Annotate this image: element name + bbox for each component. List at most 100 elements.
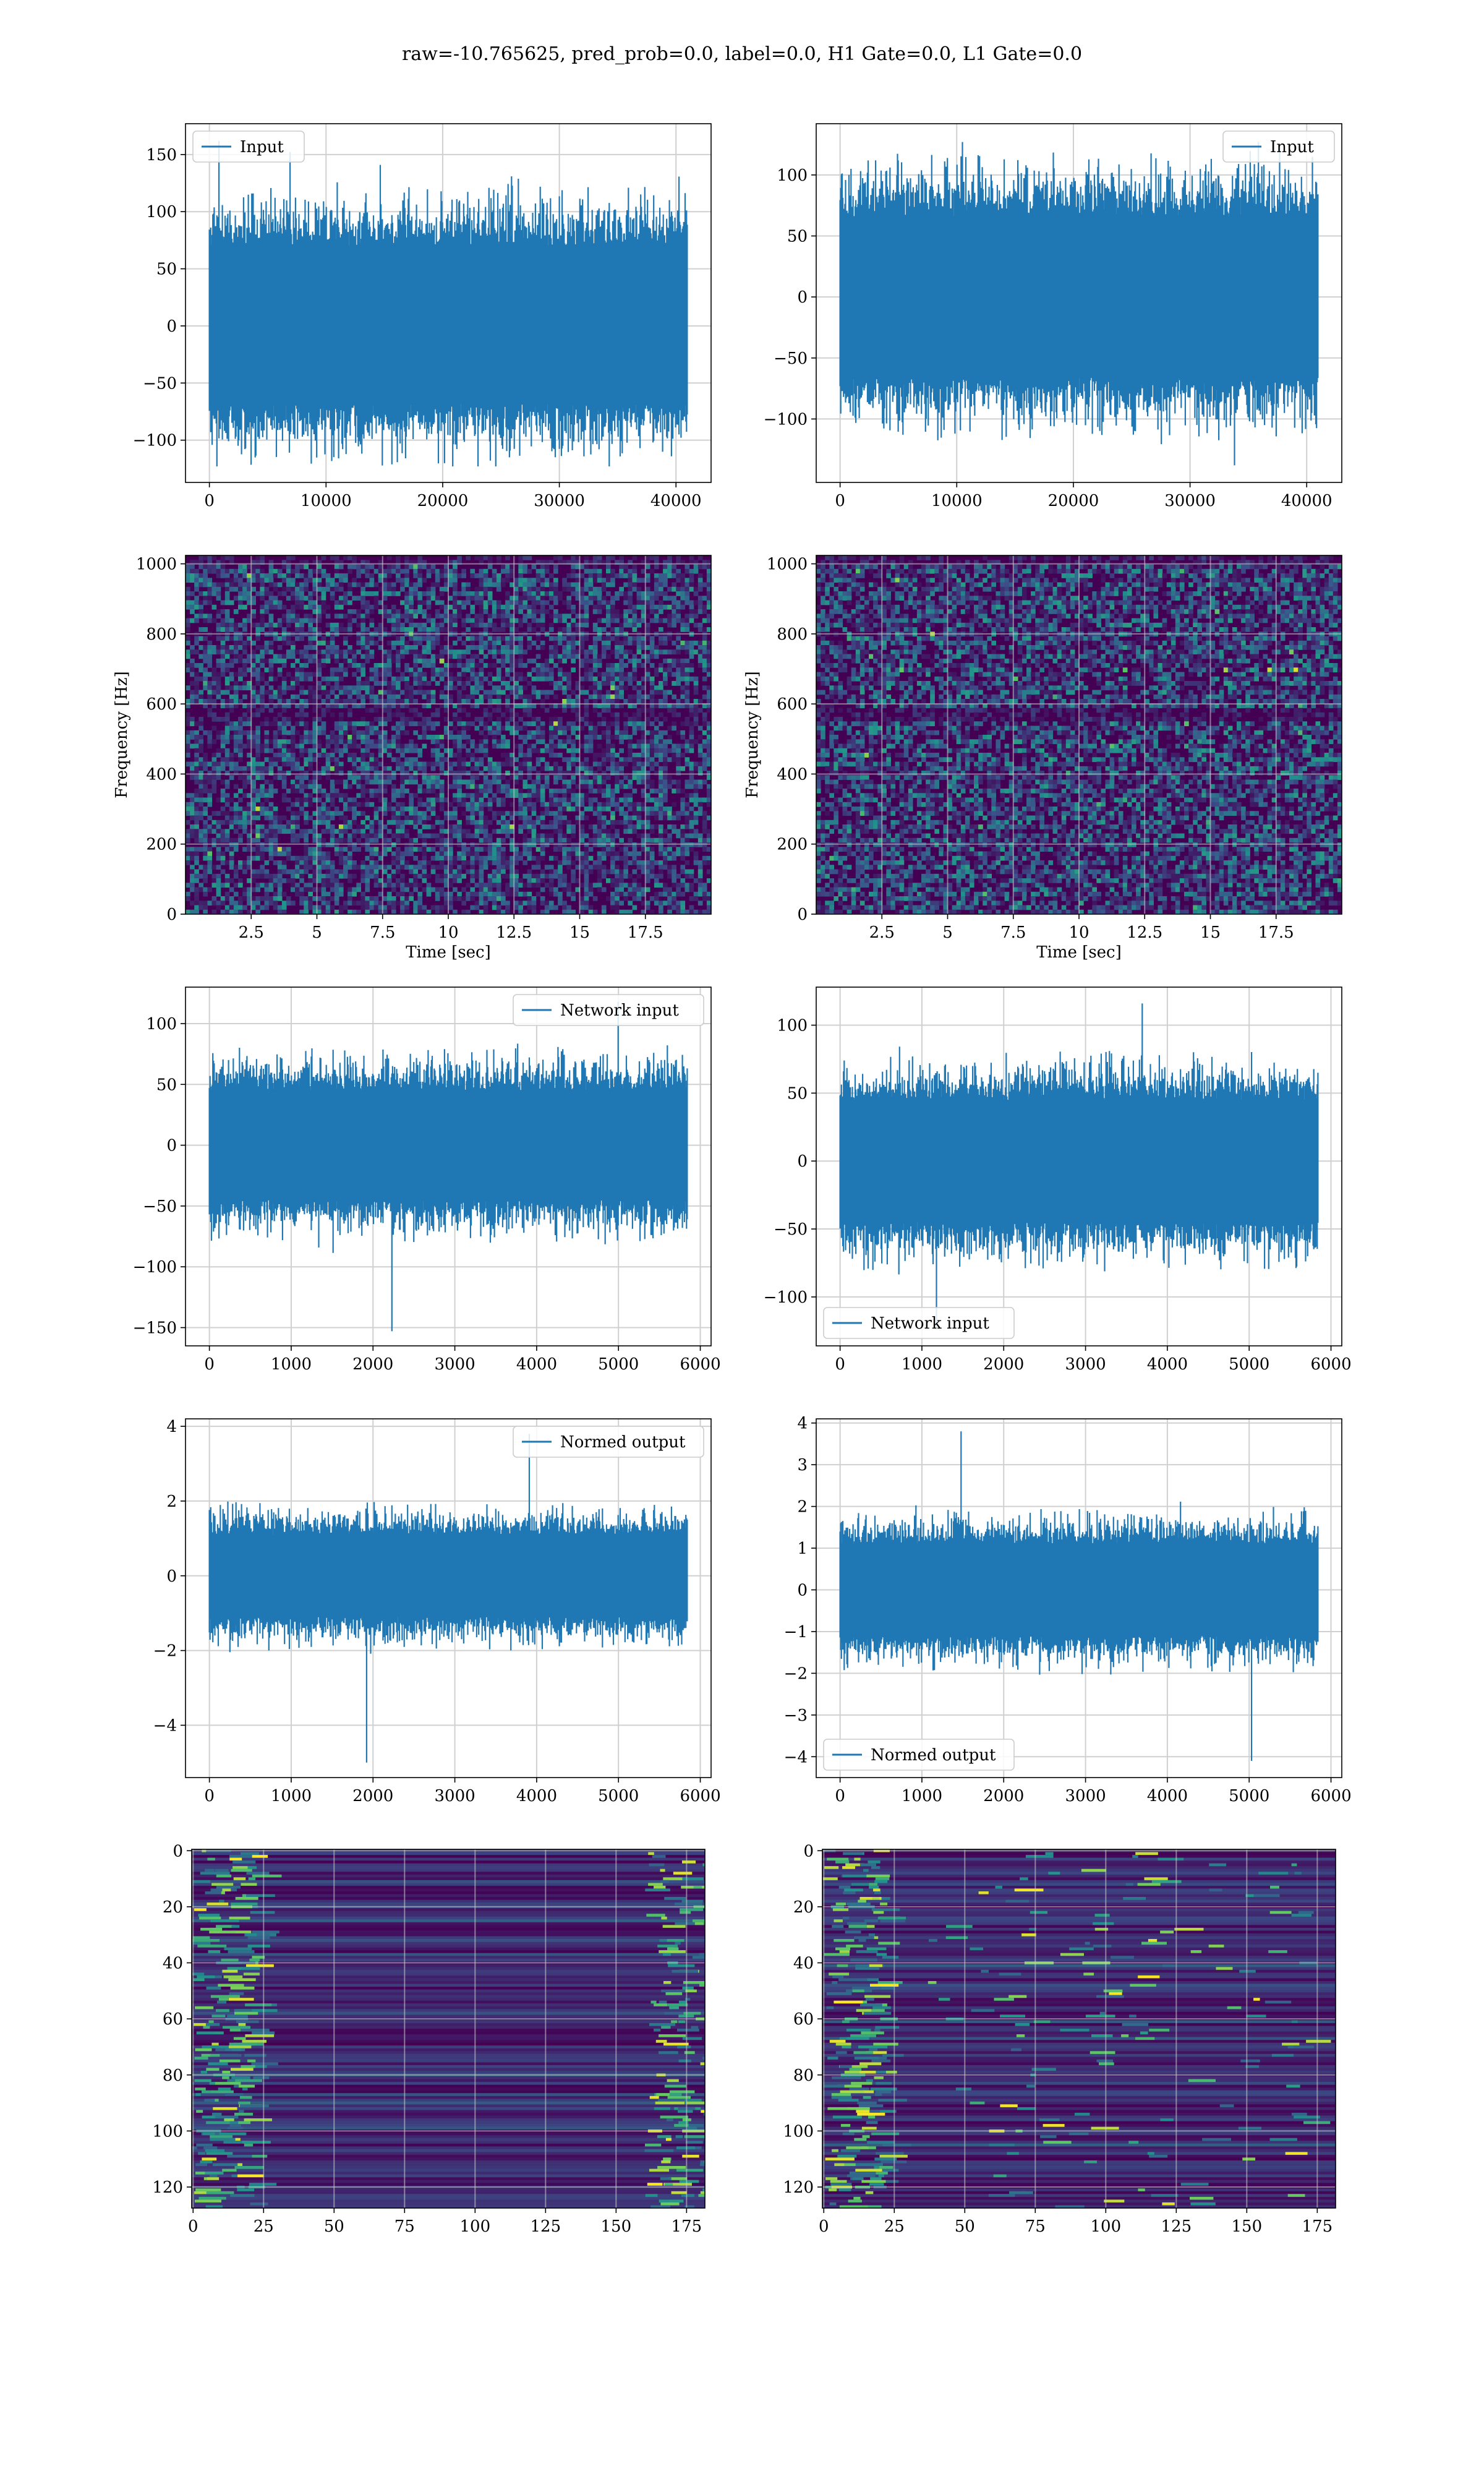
- axes-frame: [816, 123, 1342, 483]
- y-tick-label: −50: [143, 374, 177, 393]
- y-tick-label: 50: [787, 1084, 808, 1103]
- legend: Normed output: [513, 1426, 704, 1458]
- grid: [192, 1849, 705, 2208]
- y-tick-label: −3: [784, 1706, 808, 1725]
- y-tick-label: 1000: [136, 555, 177, 574]
- y-tick-label: 20: [163, 1898, 183, 1917]
- x-tick-label: 100: [460, 2217, 491, 2236]
- series-core: [209, 246, 688, 404]
- y-tick-label: 50: [787, 227, 808, 246]
- legend-label: Normed output: [871, 1746, 996, 1765]
- axes-frame: [191, 1849, 706, 2209]
- x-tick-label: 3000: [1065, 1355, 1106, 1374]
- x-tick-label: 125: [531, 2217, 561, 2236]
- x-tick-label: 2000: [983, 1355, 1024, 1374]
- y-tick-label: 40: [793, 1954, 814, 1973]
- legend: Network input: [823, 1307, 1015, 1339]
- x-tick-label: 10000: [301, 492, 352, 510]
- y-tick-label: 200: [146, 836, 177, 854]
- x-tick-label: 15: [1200, 923, 1221, 942]
- x-tick-label: 3000: [434, 1787, 475, 1805]
- y-tick-label: 0: [797, 1152, 808, 1171]
- y-tick-label: −4: [153, 1716, 177, 1735]
- x-tick-label: 6000: [680, 1355, 720, 1374]
- x-tick-label: 75: [1025, 2217, 1046, 2236]
- y-tick-label: 600: [777, 695, 808, 714]
- panel-network-input-h1: 0 1000 2000 3000 4000 5000 6000 −150 −100 −50 0 50 1…: [133, 987, 721, 1374]
- series-line: [839, 1003, 1319, 1330]
- y-tick-label: −2: [153, 1642, 177, 1661]
- y-tick-label: 4: [797, 1415, 808, 1433]
- figure-title: raw=-10.765625, pred_prob=0.0, label=0.0…: [401, 43, 1083, 65]
- legend-label: Network input: [560, 1001, 679, 1020]
- x-tick-label: 4000: [1147, 1355, 1188, 1374]
- y-tick-label: 0: [803, 1842, 814, 1860]
- x-tick-label: 5: [312, 923, 322, 942]
- x-tick-label: 12.5: [496, 923, 532, 942]
- y-tick-label: −50: [774, 349, 808, 368]
- y-tick-label: −100: [764, 410, 808, 429]
- y-tick-label: −100: [133, 1258, 177, 1277]
- y-tick-label: 0: [166, 1137, 177, 1155]
- x-tick-label: 6000: [680, 1787, 720, 1805]
- y-tick-label: 100: [777, 166, 808, 185]
- x-tick-label: 0: [835, 1787, 845, 1805]
- y-tick-label: 0: [797, 905, 808, 924]
- panel-network-input-l1: 0 1000 2000 3000 4000 5000 6000 −100 −50 0 50 100 Ne…: [764, 987, 1352, 1374]
- grid: [186, 555, 711, 914]
- y-tick-label: 80: [793, 2066, 814, 2085]
- axes-frame: [822, 1849, 1336, 2209]
- legend-box: [1222, 131, 1335, 163]
- panel-spectrogram-h1: 2.5 5 7.5 10 12.5 15 17.5 0 200 400 600 800 1000 Time…: [113, 555, 712, 962]
- x-tick-label: 175: [672, 2217, 702, 2236]
- x-tick-label: 5000: [598, 1787, 639, 1805]
- x-tick-label: 10: [438, 923, 458, 942]
- x-tick-label: 2000: [352, 1787, 393, 1805]
- heatmap-image: [822, 1849, 1336, 2208]
- y-tick-label: 100: [777, 1017, 808, 1035]
- x-tick-label: 7.5: [370, 923, 395, 942]
- x-tick-label: 15: [569, 923, 590, 942]
- x-tick-label: 20000: [417, 492, 469, 510]
- x-tick-label: 5000: [1229, 1355, 1269, 1374]
- x-tick-label: 6000: [1310, 1787, 1351, 1805]
- y-tick-label: 100: [146, 1015, 177, 1034]
- x-tick-label: 7.5: [1000, 923, 1026, 942]
- panel-features-l1: 0 25 50 75 100 125 150 175 0 20 40 60 80 100 120: [783, 1842, 1336, 2236]
- panel-input-h1: 0 10000 20000 30000 40000 −100 −50 0 50 100 150 Inp…: [133, 123, 712, 510]
- legend-box: [513, 1426, 704, 1458]
- x-tick-label: 10000: [931, 492, 983, 510]
- y-tick-label: 1000: [767, 555, 808, 574]
- legend-label: Normed output: [560, 1433, 686, 1452]
- y-tick-label: −1: [784, 1623, 808, 1641]
- x-tick-label: 0: [204, 492, 215, 510]
- y-tick-label: 400: [777, 765, 808, 784]
- legend-box: [823, 1739, 1015, 1771]
- panel-normed-output-l1: 0 1000 2000 3000 4000 5000 6000 −4 −3 −2 −1 0 1 2 3 4 No…: [784, 1415, 1352, 1805]
- legend-label: Input: [1270, 138, 1314, 156]
- y-tick-label: 40: [163, 1954, 183, 1973]
- y-tick-label: 0: [797, 1582, 808, 1600]
- series-line: [839, 142, 1319, 466]
- panel-normed-output-h1: 0 1000 2000 3000 4000 5000 6000 −4 −2 0 2 4 Normed o…: [153, 1418, 721, 1805]
- x-tick-label: 17.5: [628, 923, 663, 942]
- x-tick-label: 2.5: [239, 923, 264, 942]
- y-tick-label: −50: [143, 1197, 177, 1216]
- y-tick-label: 3: [797, 1456, 808, 1475]
- x-tick-label: 2000: [352, 1355, 393, 1374]
- y-tick-label: 2: [166, 1492, 177, 1511]
- legend-box: [513, 994, 704, 1026]
- series-core: [209, 1090, 688, 1201]
- legend: Input: [192, 131, 305, 163]
- x-tick-label: 50: [955, 2217, 975, 2236]
- heatmap-image: [192, 1849, 705, 2208]
- x-tick-label: 4000: [516, 1787, 557, 1805]
- x-tick-label: 0: [188, 2217, 198, 2236]
- x-tick-label: 17.5: [1258, 923, 1294, 942]
- panel-spectrogram-l1: 2.5 5 7.5 10 12.5 15 17.5 0 200 400 600 800 1000 Time…: [743, 555, 1342, 962]
- x-tick-label: 6000: [1310, 1355, 1351, 1374]
- axes-frame: [816, 987, 1342, 1346]
- y-tick-label: −100: [133, 432, 177, 450]
- y-tick-label: −100: [764, 1288, 808, 1307]
